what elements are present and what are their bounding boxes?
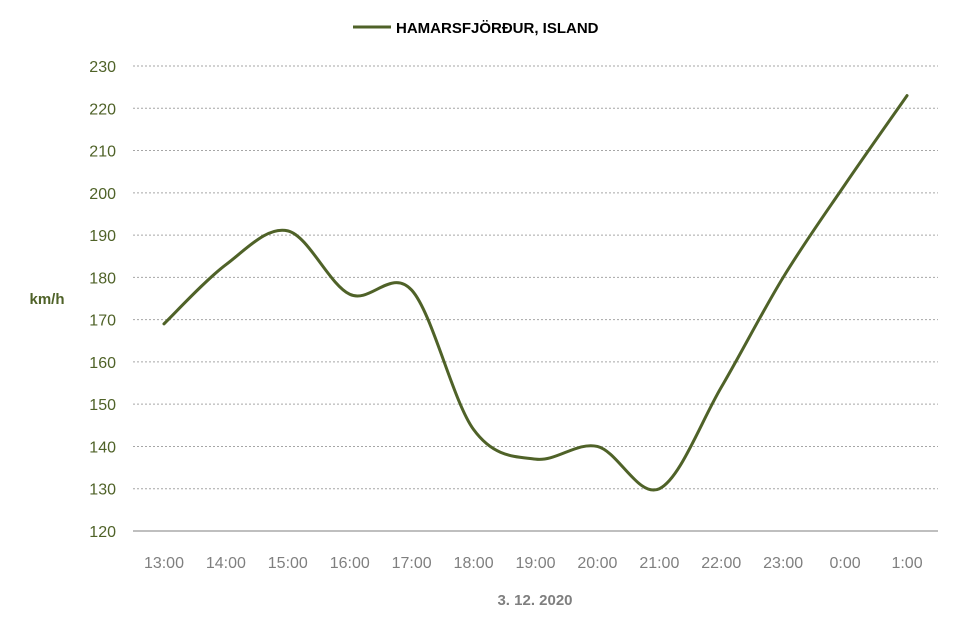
y-tick-label: 190 (89, 228, 116, 245)
y-tick-label: 220 (89, 101, 116, 118)
y-tick-label: 210 (89, 144, 116, 161)
x-axis-title: 3. 12. 2020 (497, 592, 572, 609)
x-tick-label: 16:00 (330, 555, 370, 572)
legend: HAMARSFJÖRÐUR, ISLAND (353, 20, 599, 37)
y-tick-label: 230 (89, 59, 116, 76)
x-tick-label: 17:00 (392, 555, 432, 572)
series-line (162, 94, 909, 492)
x-tick-label: 19:00 (515, 555, 555, 572)
y-tick-label: 170 (89, 313, 116, 330)
gridlines (133, 65, 938, 490)
x-tick-label: 23:00 (763, 555, 803, 572)
y-tick-label: 150 (89, 397, 116, 414)
x-tick-label: 15:00 (268, 555, 308, 572)
x-tick-label: 22:00 (701, 555, 741, 572)
x-tick-label: 13:00 (144, 555, 184, 572)
y-tick-label: 140 (89, 439, 116, 456)
y-axis-tick-labels: 120 130 140 150 160 170 180 190 200 210 220 230 (89, 59, 116, 541)
x-tick-label: 1:00 (891, 555, 922, 572)
y-tick-label: 200 (89, 186, 116, 203)
legend-label: HAMARSFJÖRÐUR, ISLAND (396, 20, 599, 37)
x-axis-tick-labels: 13:00 14:00 15:00 16:00 17:00 18:00 19:00 20:00… (144, 555, 923, 572)
y-tick-label: 130 (89, 482, 116, 499)
x-tick-label: 21:00 (639, 555, 679, 572)
x-tick-label: 0:00 (830, 555, 861, 572)
y-axis-title: km/h (29, 291, 64, 308)
x-tick-label: 20:00 (577, 555, 617, 572)
x-tick-label: 18:00 (454, 555, 494, 572)
y-tick-label: 180 (89, 270, 116, 287)
y-tick-label: 120 (89, 524, 116, 541)
y-tick-label: 160 (89, 355, 116, 372)
x-tick-label: 14:00 (206, 555, 246, 572)
